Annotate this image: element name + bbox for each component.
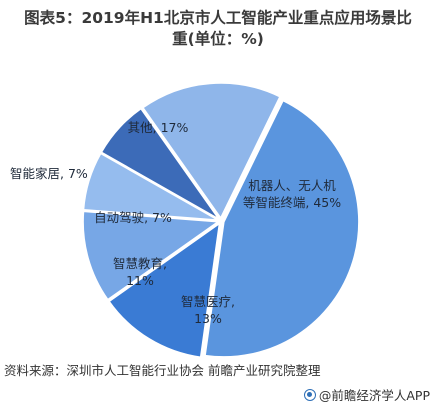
- pie-slice: [82, 152, 219, 221]
- slice-label: 其他, 17%: [128, 120, 189, 135]
- brand-credit: @前瞻经济学人APP: [303, 385, 430, 404]
- pie-slice: [82, 210, 221, 301]
- pie-slice: [204, 99, 360, 358]
- slice-label-line: 智能家居, 7%: [10, 166, 88, 181]
- slice-label-line: 自动驾驶, 7%: [94, 210, 172, 225]
- pie-slice: [100, 107, 220, 220]
- slice-label: 智慧医疗, 13%: [181, 294, 235, 326]
- slice-label-line: 智慧医疗,: [181, 294, 235, 309]
- slice-label-line: 其他, 17%: [128, 120, 189, 135]
- slice-label-line: 智慧教育,: [113, 256, 167, 271]
- pie-slice: [108, 221, 221, 359]
- chart-title-line-2: 重(单位：%): [172, 30, 264, 48]
- chart-title-line-1: 图表5：2019年H1北京市人工智能产业重点应用场景比: [24, 9, 412, 27]
- source-note: 资料来源：深圳市人工智能行业协会 前瞻产业研究院整理: [4, 363, 321, 378]
- chart-title: 图表5：2019年H1北京市人工智能产业重点应用场景比 重(单位：%): [0, 8, 436, 50]
- slice-label: 智慧教育, 11%: [113, 256, 167, 288]
- brand-text: @前瞻经济学人APP: [318, 388, 430, 403]
- slice-label-line: 机器人、无人机: [248, 178, 336, 193]
- slice-label: 机器人、无人机等智能终端, 45%: [243, 178, 341, 210]
- pie-slice: [141, 82, 281, 220]
- slice-label-line: 11%: [126, 273, 154, 288]
- slice-label-line: 13%: [194, 311, 222, 326]
- brand-logo-icon: [303, 388, 316, 401]
- slice-label: 自动驾驶, 7%: [94, 210, 172, 225]
- slice-label-line: 等智能终端, 45%: [243, 195, 341, 210]
- slice-label: 智能家居, 7%: [10, 166, 88, 181]
